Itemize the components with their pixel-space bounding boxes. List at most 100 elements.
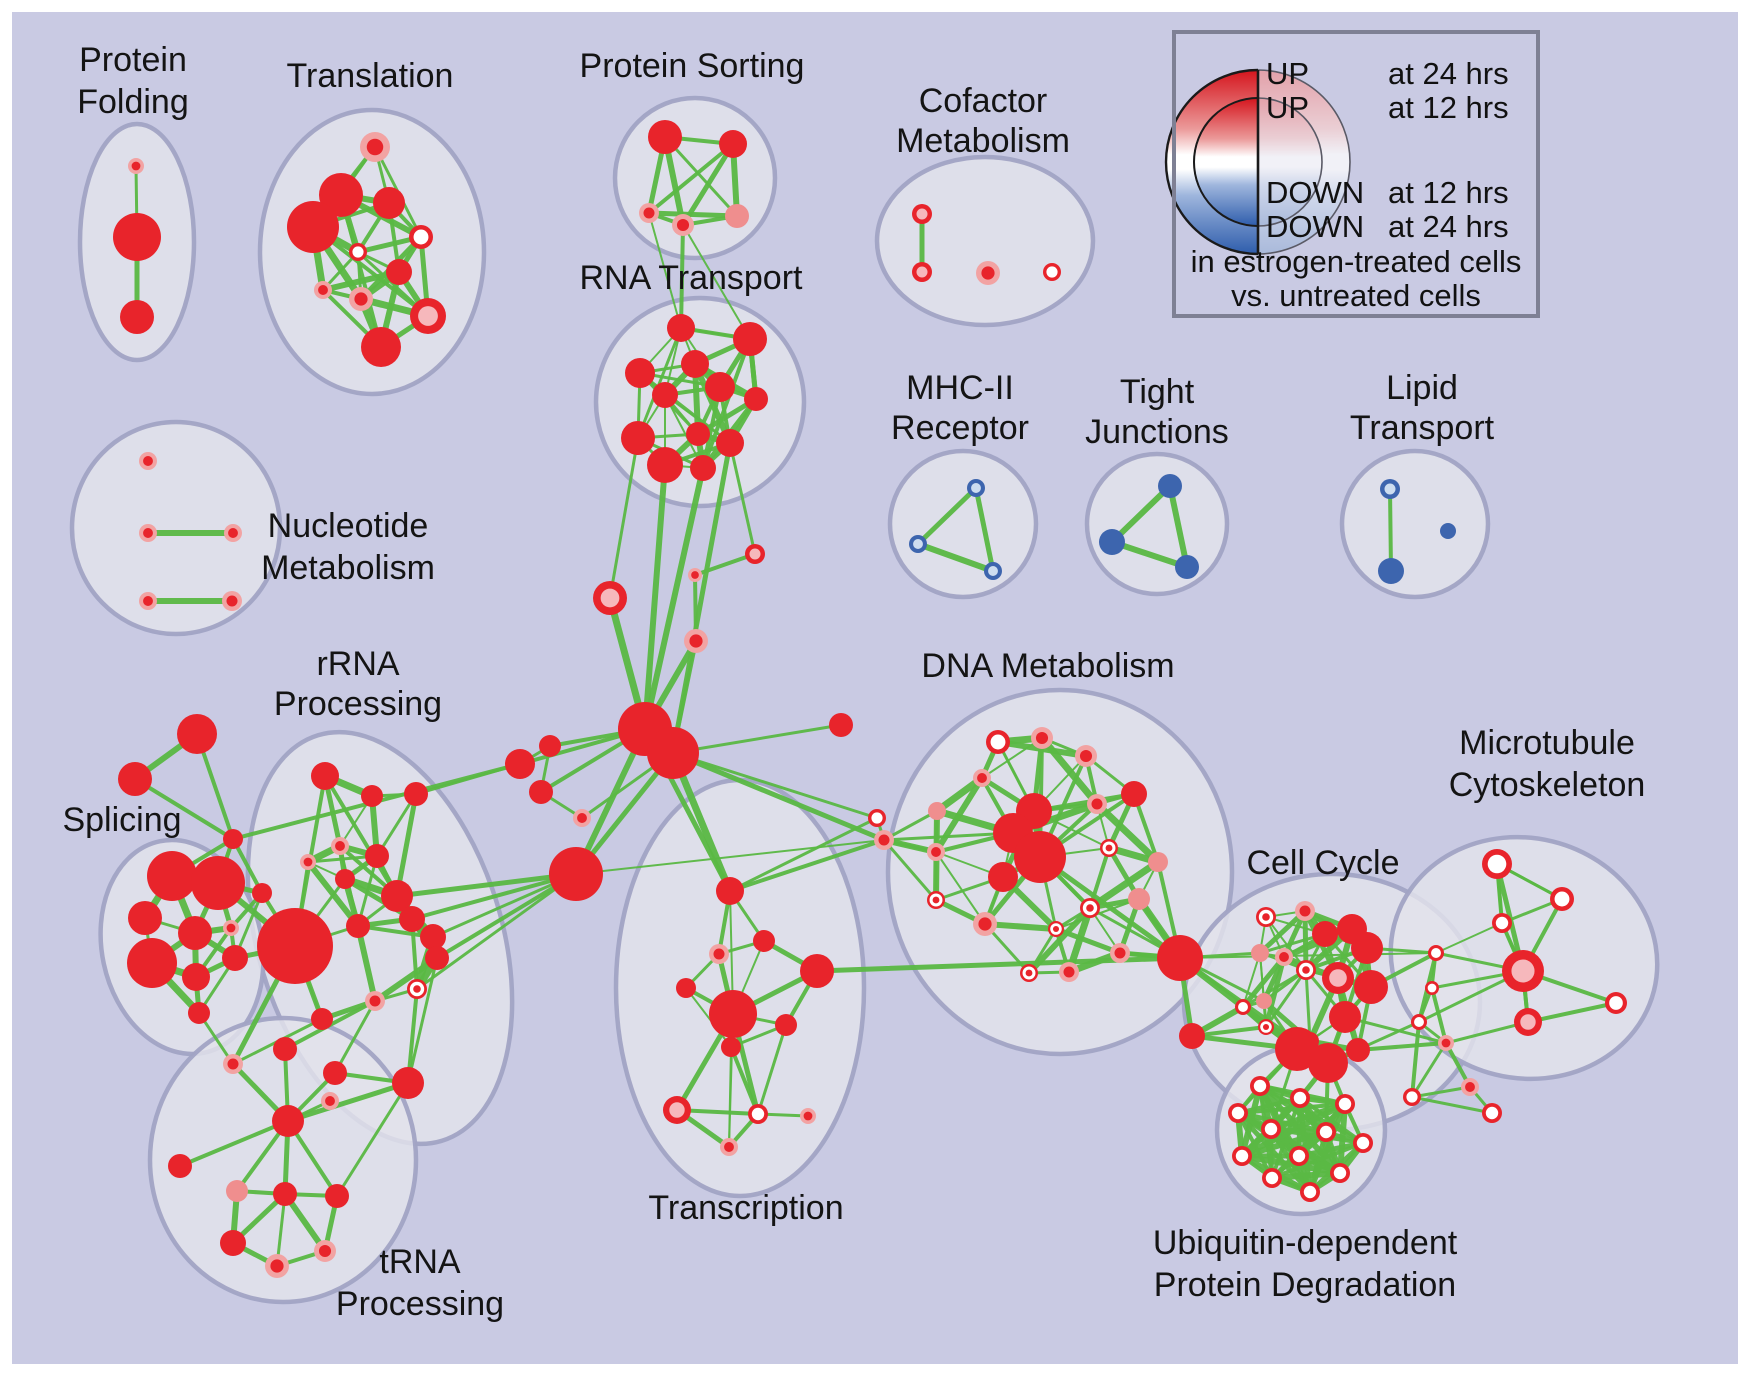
- node-sp-2[interactable]: [223, 829, 243, 849]
- node-tn-8[interactable]: [325, 1184, 349, 1208]
- node-dm-0-core: [990, 734, 1006, 750]
- node-tj-1[interactable]: [1099, 529, 1125, 555]
- node-ps-0[interactable]: [648, 120, 682, 154]
- node-rt-0[interactable]: [667, 314, 695, 342]
- node-rt-7[interactable]: [621, 421, 655, 455]
- node-rr-10[interactable]: [420, 924, 446, 950]
- node-cc-5[interactable]: [1251, 944, 1269, 962]
- node-cc-17[interactable]: [1346, 1038, 1370, 1062]
- network-edge: [608, 436, 640, 600]
- node-sp-5[interactable]: [128, 901, 162, 935]
- node-tn-4[interactable]: [272, 1105, 304, 1137]
- node-pf-2[interactable]: [120, 300, 154, 334]
- node-sp-12[interactable]: [252, 883, 272, 903]
- node-tn-7[interactable]: [273, 1182, 297, 1206]
- node-tn-5[interactable]: [168, 1154, 192, 1178]
- node-tr-3[interactable]: [287, 201, 339, 253]
- node-rt-2[interactable]: [625, 358, 655, 388]
- node-tx-5[interactable]: [709, 990, 757, 1038]
- node-cc-16[interactable]: [1308, 1043, 1348, 1083]
- node-tn-9[interactable]: [220, 1230, 246, 1256]
- node-tn-2[interactable]: [323, 1061, 347, 1085]
- node-sp-11[interactable]: [188, 1002, 210, 1024]
- cluster-label-mt-line1: Microtubule: [1459, 724, 1635, 762]
- node-tj-0[interactable]: [1158, 474, 1182, 498]
- network-edge: [178, 1119, 290, 1168]
- node-rr-2[interactable]: [404, 782, 428, 806]
- node-tn-6[interactable]: [226, 1180, 248, 1202]
- node-mt-7-core: [1427, 983, 1437, 993]
- node-rr-17[interactable]: [505, 749, 535, 779]
- node-ps-1[interactable]: [719, 130, 747, 158]
- node-tr-6[interactable]: [386, 259, 412, 285]
- node-tx-6[interactable]: [775, 1014, 797, 1036]
- node-rr-7[interactable]: [381, 880, 413, 912]
- node-cc-9[interactable]: [1354, 970, 1388, 1004]
- node-tx-7[interactable]: [721, 1037, 741, 1057]
- node-sp-8[interactable]: [127, 938, 177, 988]
- node-rt-3[interactable]: [681, 350, 709, 378]
- node-rr-12[interactable]: [425, 946, 449, 970]
- node-ch-6[interactable]: [539, 735, 561, 757]
- node-dm-4[interactable]: [928, 802, 946, 820]
- node-dm-11[interactable]: [1121, 781, 1147, 807]
- node-rt-10[interactable]: [647, 447, 683, 483]
- node-dm-9[interactable]: [988, 862, 1018, 892]
- node-tr-2[interactable]: [373, 187, 405, 219]
- node-sp-4[interactable]: [191, 856, 245, 910]
- node-rr-6[interactable]: [335, 869, 355, 889]
- node-rr-5[interactable]: [365, 844, 389, 868]
- node-ch-10[interactable]: [829, 713, 853, 737]
- node-rr-16[interactable]: [549, 847, 603, 901]
- node-pf-1[interactable]: [113, 213, 161, 261]
- node-tx-1[interactable]: [753, 930, 775, 952]
- network-edge: [415, 872, 578, 991]
- node-sp-9[interactable]: [182, 963, 210, 991]
- node-ch-7[interactable]: [529, 780, 553, 804]
- node-rr-0[interactable]: [311, 762, 339, 790]
- node-sp-6[interactable]: [178, 916, 212, 950]
- node-ch-5[interactable]: [647, 727, 699, 779]
- node-lt-2[interactable]: [1378, 558, 1404, 584]
- node-rt-1[interactable]: [733, 322, 767, 356]
- node-cc-10[interactable]: [1329, 1001, 1361, 1033]
- node-tr-10[interactable]: [361, 327, 401, 367]
- node-tx-3[interactable]: [676, 978, 696, 998]
- node-cc-12[interactable]: [1256, 993, 1272, 1009]
- node-rr-9[interactable]: [399, 906, 425, 932]
- node-sp-10[interactable]: [222, 945, 248, 971]
- node-tx-4[interactable]: [800, 954, 834, 988]
- node-tr-1[interactable]: [319, 173, 363, 217]
- node-dm-21[interactable]: [1128, 888, 1150, 910]
- network-edge: [647, 142, 735, 215]
- node-cc-15[interactable]: [1275, 1027, 1319, 1071]
- node-rr-15[interactable]: [311, 1008, 333, 1030]
- node-rt-4[interactable]: [705, 372, 735, 402]
- network-edge: [1038, 734, 1101, 808]
- node-cc-4[interactable]: [1351, 932, 1383, 964]
- node-dm-10-core: [1091, 798, 1103, 810]
- node-tj-2[interactable]: [1175, 555, 1199, 579]
- node-rt-11[interactable]: [690, 455, 716, 481]
- node-lt-1[interactable]: [1440, 523, 1456, 539]
- node-rr-8[interactable]: [346, 914, 370, 938]
- node-tn-1[interactable]: [273, 1037, 297, 1061]
- node-sp-1[interactable]: [118, 762, 152, 796]
- node-rr-1[interactable]: [361, 785, 383, 807]
- node-rt-8[interactable]: [686, 422, 710, 446]
- node-dm-22[interactable]: [1157, 935, 1203, 981]
- node-ps-4[interactable]: [725, 204, 749, 228]
- node-tn-12[interactable]: [392, 1067, 424, 1099]
- node-rt-6[interactable]: [744, 387, 768, 411]
- node-dm-8[interactable]: [1014, 831, 1066, 883]
- node-tx-0[interactable]: [716, 877, 744, 905]
- node-rr-4-core: [303, 857, 313, 867]
- node-dm-13[interactable]: [1148, 852, 1168, 872]
- node-sp-3[interactable]: [147, 851, 197, 901]
- node-cc-18[interactable]: [1179, 1023, 1205, 1049]
- node-cc-2[interactable]: [1312, 921, 1338, 947]
- node-rt-9[interactable]: [716, 429, 744, 457]
- node-rt-5[interactable]: [652, 382, 678, 408]
- node-sp-0[interactable]: [177, 714, 217, 754]
- node-rr-11[interactable]: [257, 908, 333, 984]
